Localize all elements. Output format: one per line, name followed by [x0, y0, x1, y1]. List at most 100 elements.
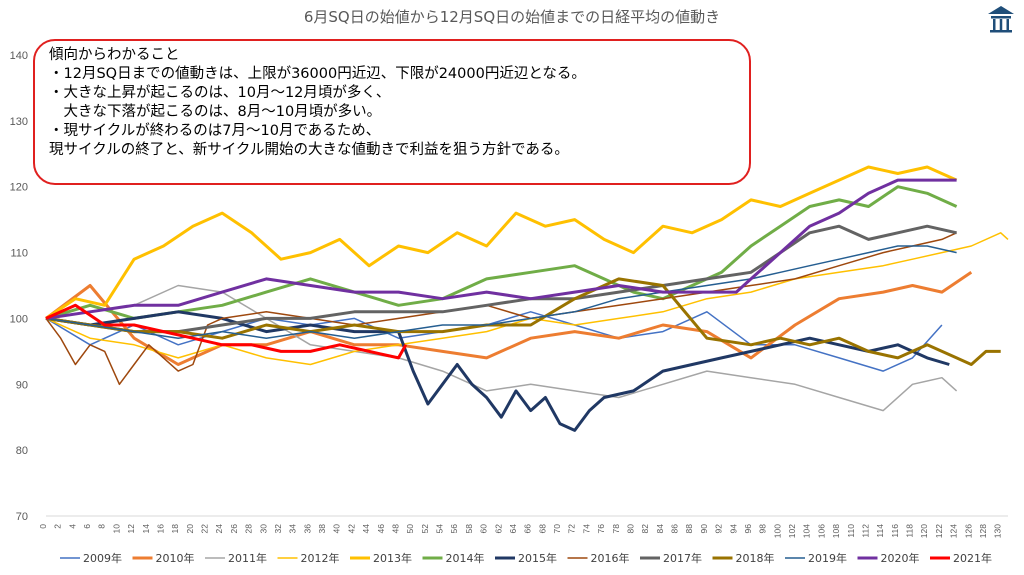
x-tick-label: 10: [111, 524, 121, 534]
x-tick-label: 38: [317, 524, 327, 534]
x-tick-label: 30: [258, 524, 268, 534]
x-tick-label: 120: [919, 524, 929, 538]
x-tick-label: 98: [758, 524, 768, 534]
legend-label: 2009年: [83, 551, 122, 565]
x-tick-label: 40: [332, 524, 342, 534]
y-tick-label: 110: [10, 248, 28, 260]
note-line-cycle: ・現サイクルが終わるのは7月～10月であるため、: [49, 123, 381, 139]
legend-label: 2011年: [228, 551, 267, 565]
x-tick-label: 0: [38, 524, 48, 529]
x-tick-label: 6: [82, 524, 92, 529]
x-tick-label: 100: [772, 524, 782, 538]
y-tick-label: 120: [10, 182, 28, 194]
legend-label: 2021年: [953, 551, 992, 565]
x-tick-label: 72: [567, 524, 577, 534]
x-tick-label: 74: [581, 524, 591, 534]
note-line-fall: 大きな下落が起こるのは、8月～10月頃が多い。: [49, 104, 382, 120]
legend-label: 2014年: [446, 551, 485, 565]
x-tick-label: 4: [67, 524, 77, 529]
x-tick-label: 92: [714, 524, 724, 534]
series-line-3: [45, 284, 958, 412]
x-tick-label: 90: [699, 524, 709, 534]
x-tick-label: 68: [537, 524, 547, 534]
x-tick-label: 24: [214, 524, 224, 534]
series-line-11: [45, 245, 957, 339]
x-tick-label: 86: [670, 524, 680, 534]
x-tick-label: 20: [185, 524, 195, 534]
x-tick-label: 94: [728, 524, 738, 534]
x-tick-label: 12: [126, 524, 136, 534]
chart-title: 6月SQ日の始値から12月SQ日の始値までの日経平均の値動き: [304, 8, 720, 26]
x-tick-label: 102: [787, 524, 797, 538]
x-tick-label: 62: [493, 524, 503, 534]
x-tick-label: 78: [611, 524, 621, 534]
x-tick-label: 130: [993, 524, 1003, 538]
legend-label: 2018年: [736, 551, 775, 565]
legend-label: 2015年: [518, 551, 557, 565]
x-tick-label: 16: [155, 524, 165, 534]
x-tick-label: 76: [596, 524, 606, 534]
legend-label: 2020年: [881, 551, 920, 565]
series-line-12: [45, 178, 957, 320]
x-tick-label: 8: [97, 524, 107, 529]
x-tick-label: 108: [831, 524, 841, 538]
x-tick-label: 64: [508, 524, 518, 534]
x-tick-label: 36: [302, 524, 312, 534]
legend-label: 2013年: [373, 551, 412, 565]
series-line-2: [45, 271, 973, 366]
x-tick-label: 88: [684, 524, 694, 534]
y-tick-label: 100: [10, 313, 28, 325]
x-tick-label: 48: [390, 524, 400, 534]
x-tick-label: 118: [905, 524, 915, 538]
x-tick-label: 14: [141, 524, 151, 534]
series-line-1: [45, 311, 943, 372]
y-tick-label: 130: [10, 116, 28, 128]
legend-label: 2017年: [663, 551, 702, 565]
y-tick-label: 70: [16, 511, 28, 523]
note-line-strategy: 現サイクルの終了と、新サイクル開始の大きな値動きで利益を狙う方針である。: [49, 142, 569, 158]
x-tick-label: 128: [978, 524, 988, 538]
x-tick-label: 18: [170, 524, 180, 534]
y-tick-label: 140: [10, 50, 28, 62]
y-tick-label: 80: [16, 445, 28, 457]
legend-label: 2010年: [156, 551, 195, 565]
x-tick-label: 58: [464, 524, 474, 534]
x-tick-label: 42: [346, 524, 356, 534]
series-line-7: [45, 310, 950, 432]
note-line-range: ・12月SQ日までの値動きは、上限が36000円近辺、下限が24000円近辺とな…: [49, 66, 586, 82]
x-tick-label: 26: [229, 524, 239, 534]
legend-label: 2012年: [301, 551, 340, 565]
plot-lines: [45, 165, 1009, 432]
note-line-rise: ・大きな上昇が起こるのは、10月～12月頃が多く、: [49, 85, 391, 101]
x-tick-label: 82: [640, 524, 650, 534]
x-tick-label: 32: [273, 524, 283, 534]
series-line-10: [45, 277, 1001, 366]
y-tick-label: 90: [16, 379, 28, 391]
legend: 2009年 2010年 2011年 2012年 2013年 2014年 2015年 2016年…: [60, 551, 992, 565]
series-line-5: [45, 165, 958, 320]
x-tick-label: 114: [875, 524, 885, 538]
legend-label: 2019年: [808, 551, 847, 565]
x-tick-label: 2: [53, 524, 63, 529]
series-line-13: [45, 303, 408, 360]
x-tick-label: 46: [376, 524, 386, 534]
x-tick-label: 110: [846, 524, 856, 538]
x-tick-label: 80: [625, 524, 635, 534]
x-tick-label: 34: [288, 524, 298, 534]
x-tick-label: 52: [420, 524, 430, 534]
x-tick-label: 54: [435, 524, 445, 534]
y-axis: 70 80 90 100 110 120 130 140: [10, 50, 28, 523]
x-tick-label: 106: [816, 524, 826, 538]
x-tick-label: 70: [552, 524, 562, 534]
x-tick-label: 96: [743, 524, 753, 534]
x-tick-label: 44: [361, 524, 371, 534]
x-tick-label: 22: [200, 524, 210, 534]
x-tick-label: 56: [449, 524, 459, 534]
series-line-9: [45, 224, 957, 334]
series-line-6: [45, 185, 958, 320]
x-axis: 0 2 4 6 8 10 12 14 16 18 20 22 24 26 28 30 32 34 36 38 40 42 4…: [38, 515, 1008, 538]
x-tick-label: 66: [523, 524, 533, 534]
legend-label: 2016年: [591, 551, 630, 565]
x-tick-label: 104: [802, 524, 812, 538]
